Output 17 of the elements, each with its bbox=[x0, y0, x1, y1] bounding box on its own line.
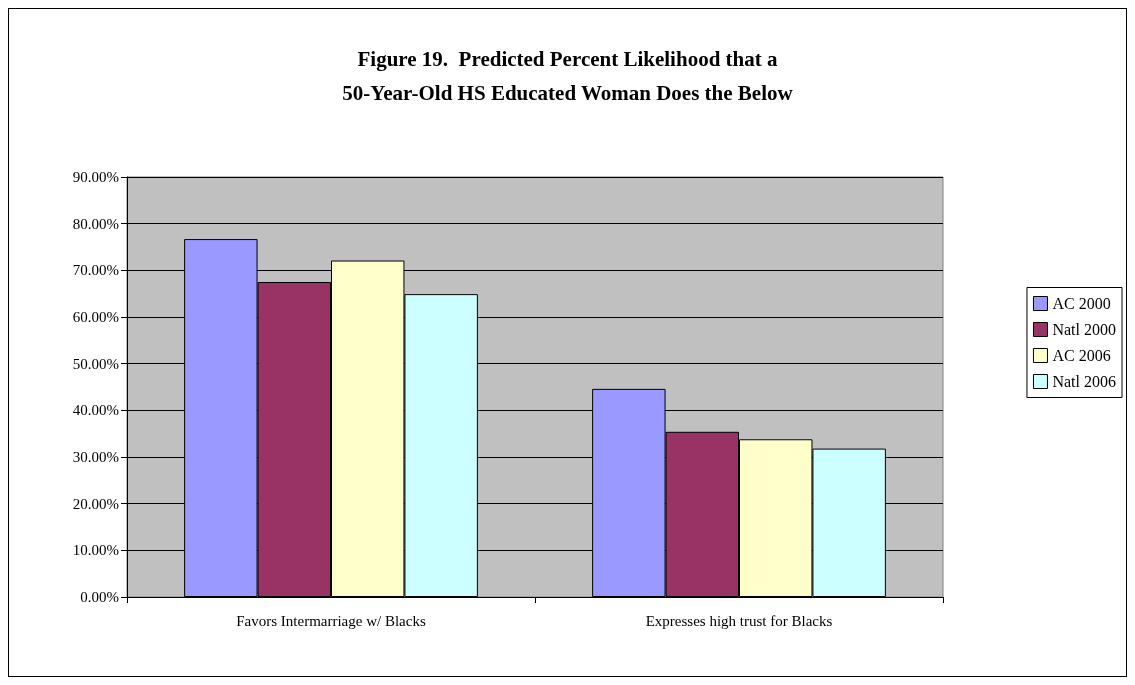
legend-label: Natl 2000 bbox=[1052, 321, 1116, 338]
y-tick-label: 20.00% bbox=[72, 495, 119, 512]
y-tick-label: 80.00% bbox=[72, 215, 119, 232]
x-tick-label: Favors Intermarriage w/ Blacks bbox=[236, 612, 426, 629]
chart-title: Figure 19. Predicted Percent Likelihood that a 50-Year-Old HS Educated Woman Does the Below bbox=[342, 47, 794, 105]
legend-label: AC 2000 bbox=[1052, 295, 1111, 312]
legend-label: Natl 2006 bbox=[1052, 373, 1116, 390]
legend-label: AC 2006 bbox=[1052, 347, 1111, 364]
y-tick-label: 70.00% bbox=[72, 262, 119, 279]
y-tick-label: 0.00% bbox=[80, 589, 119, 605]
y-tick-label: 90.00% bbox=[72, 169, 119, 185]
x-tick-label: Expresses high trust for Blacks bbox=[645, 612, 833, 629]
y-tick-label: 60.00% bbox=[72, 309, 119, 325]
y-tick-label: 10.00% bbox=[72, 542, 119, 559]
y-tick-label: 50.00% bbox=[72, 355, 119, 372]
y-tick-label: 40.00% bbox=[72, 402, 119, 419]
y-tick-label: 30.00% bbox=[72, 449, 119, 465]
